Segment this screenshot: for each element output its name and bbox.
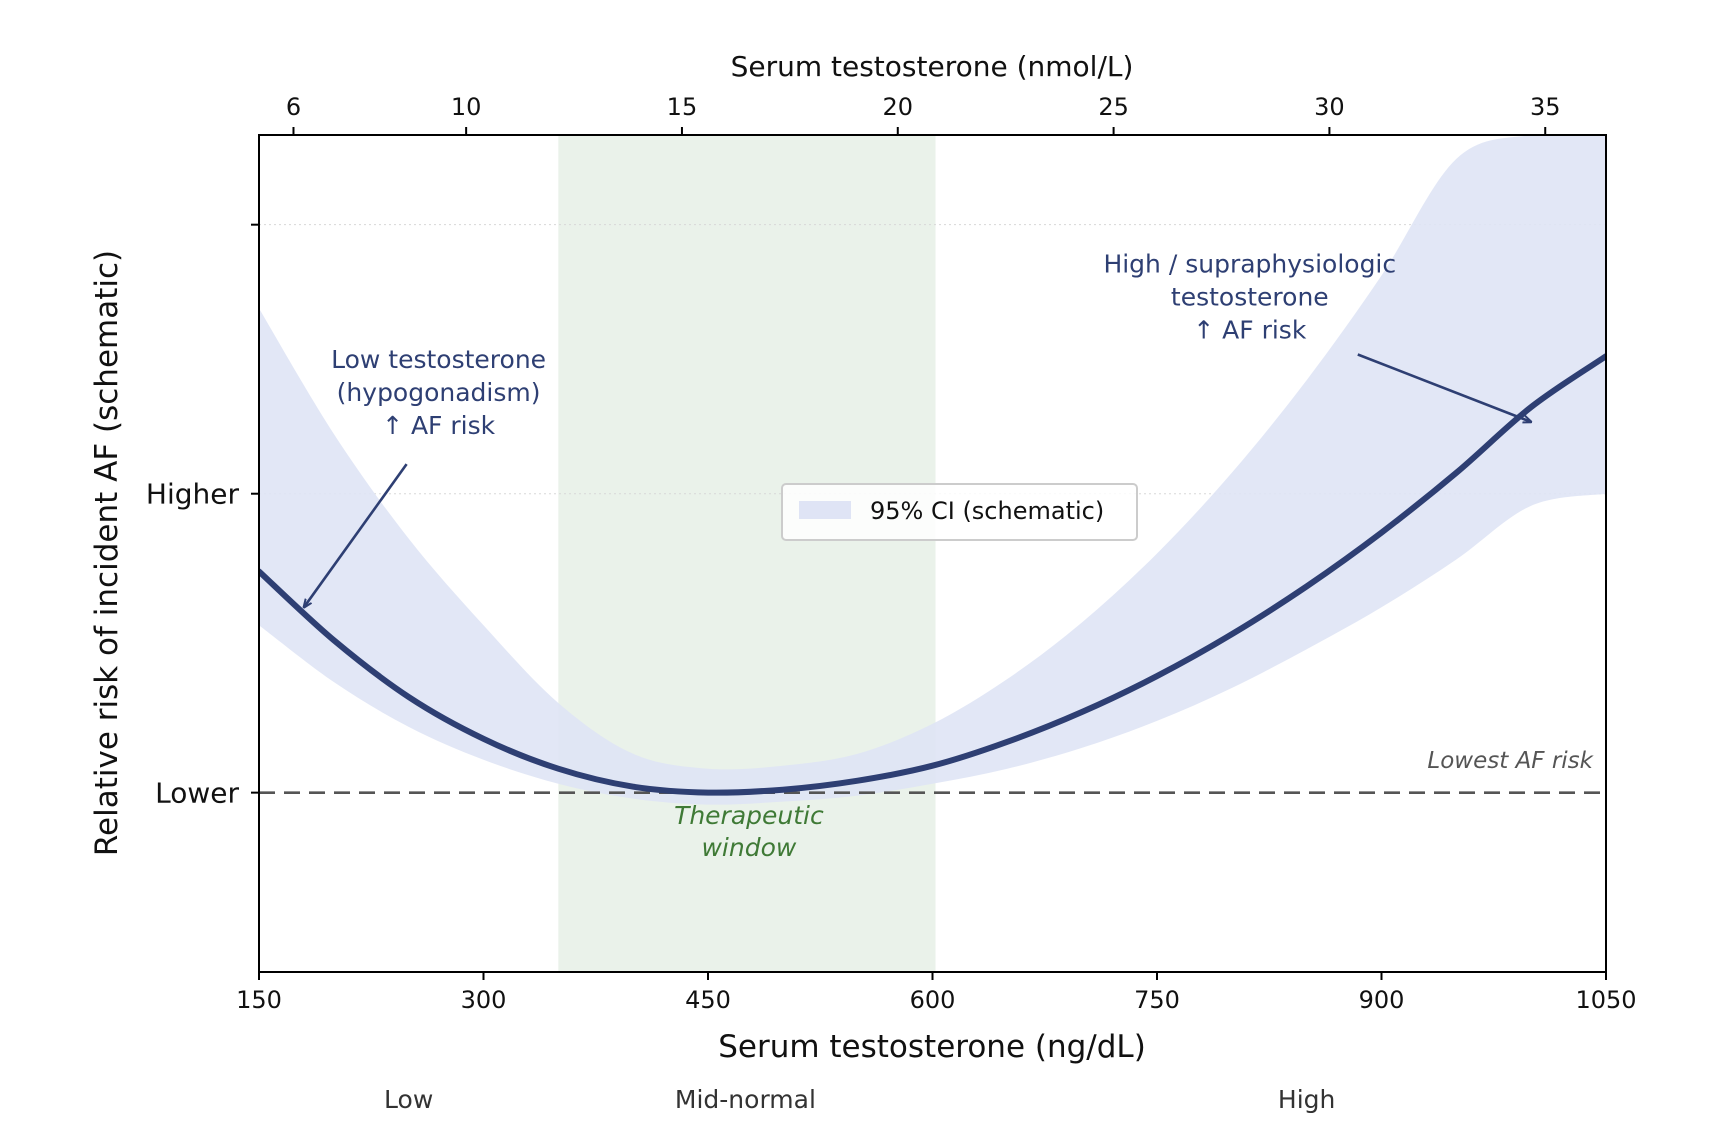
annotation-text-line: High / supraphysiologic [1103,250,1396,279]
x-tick-label: 600 [910,986,956,1014]
y-tick-label: Lower [155,777,239,810]
x-tick-label: 150 [236,986,282,1014]
x2-tick-label: 15 [667,93,698,121]
y-tick-label: Higher [146,478,240,511]
therapeutic-window-label-line: Therapeutic [674,801,824,830]
region-labels: Low Mid-normal High [384,1085,1335,1114]
annotation-text-line: testosterone [1171,283,1329,312]
annotation-text-line: Low testosterone [331,345,546,374]
annotation-text-line: ↑ AF risk [1193,316,1307,345]
x-tick-label: 450 [685,986,731,1014]
y-axis: Lower Higher [146,223,259,810]
legend-swatch-ci [799,501,851,519]
therapeutic-window-band [558,135,936,972]
x-axis-title: Serum testosterone (ng/dL) [718,1029,1146,1065]
annotation-arrow [304,463,408,607]
annotation-text-line: (hypogonadism) [337,378,541,407]
annotations: Low testosterone (hypogonadism) ↑ AF risk H… [304,250,1531,608]
reference-line-label: Lowest AF risk [1427,748,1594,774]
y-axis-title: Relative risk of incident AF (schematic) [89,250,125,856]
x2-tick-label: 10 [451,93,482,121]
legend-label-ci: 95% CI (schematic) [870,497,1104,525]
x-tick-label: 1050 [1575,986,1636,1014]
confidence-interval-band [259,135,1606,805]
therapeutic-window-label: Therapeutic window [674,801,824,862]
region-label: Mid-normal [675,1085,816,1114]
x2-tick-label: 25 [1098,93,1129,121]
x-tick-label: 300 [461,986,507,1014]
legend: 95% CI (schematic) [781,483,1138,541]
x2-tick-label: 30 [1314,93,1345,121]
x-tick-label: 900 [1359,986,1405,1014]
annotation-arrow [1357,353,1531,422]
x2-tick-label: 20 [883,93,914,121]
x2-axis-title: Serum testosterone (nmol/L) [731,50,1134,83]
annotation-text-line: ↑ AF risk [382,411,496,440]
x2-tick-label: 35 [1530,93,1561,121]
region-label: High [1278,1085,1335,1114]
region-label: Low [384,1085,433,1114]
x-axis-bottom: 150 300 450 600 750 900 1050 [236,972,1637,1014]
x2-tick-label: 6 [286,93,301,121]
x-tick-label: 750 [1134,986,1180,1014]
risk-curve-line [259,353,1606,796]
therapeutic-window-label-line: window [701,833,796,862]
legend-box [781,483,1138,541]
x-axis-top: 6 10 15 20 25 30 35 [286,93,1561,135]
